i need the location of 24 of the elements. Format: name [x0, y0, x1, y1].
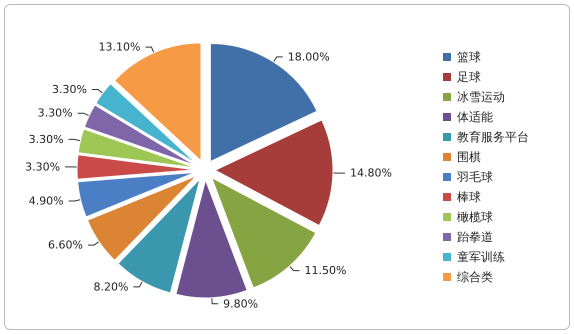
data-label: 13.10%: [98, 40, 140, 54]
legend-label: 综合类: [457, 270, 493, 284]
legend-label: 教育服务平台: [457, 130, 529, 144]
legend-label: 足球: [457, 70, 481, 84]
data-label: 4.90%: [28, 194, 64, 208]
legend-label: 围棋: [457, 150, 481, 164]
legend-label: 棒球: [457, 190, 481, 204]
legend-label: 冰雪运动: [457, 90, 505, 104]
data-label: 6.60%: [48, 238, 84, 252]
data-label: 18.00%: [288, 50, 330, 64]
legend-label: 跆拳道: [457, 230, 493, 244]
data-label: 11.50%: [304, 264, 346, 278]
legend-label: 体适能: [457, 110, 493, 124]
legend-label: 篮球: [457, 50, 481, 64]
data-label: 3.30%: [28, 132, 64, 146]
data-label: 3.30%: [52, 82, 87, 96]
legend-label: 童军训练: [457, 250, 505, 264]
data-label: 3.30%: [38, 106, 73, 120]
data-label: 8.20%: [93, 280, 128, 294]
legend-label: 橄榄球: [457, 210, 493, 224]
legend-label: 羽毛球: [456, 170, 493, 184]
data-label: 9.80%: [223, 297, 258, 310]
data-label: 3.30%: [25, 160, 60, 174]
data-label: 14.80%: [350, 166, 392, 180]
